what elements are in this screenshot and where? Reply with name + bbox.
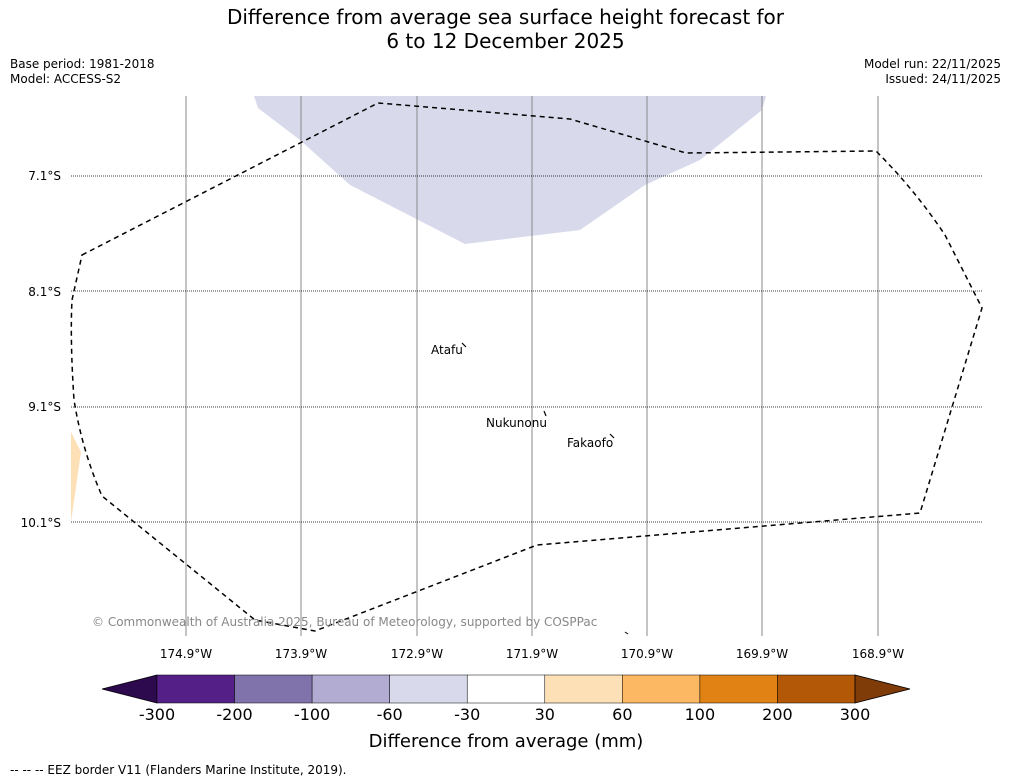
atoll-nukunonu [543,410,547,417]
lat-label: 8.1°S [28,285,61,299]
colorbar-extend-high [854,674,911,704]
colorbar-segment [234,674,313,704]
footnote-eez: -- -- -- EEZ border V11 (Flanders Marine… [10,763,347,777]
chart-title-line1: Difference from average sea surface heig… [226,5,785,29]
colorbar-label: Difference from average (mm) [369,731,644,752]
lon-gridlines [185,96,879,636]
colorbar-extend-low [101,674,158,704]
colorbar-segment [389,674,468,704]
colorbar-segment [699,674,778,704]
atoll-atafu [461,342,467,348]
colorbar-segment [466,674,546,704]
lon-label: 171.9°W [506,647,558,661]
place-label-nukunonu: Nukunonu [486,416,547,430]
chart-title-line2: 6 to 12 December 2025 [386,29,625,53]
eez-border [70,102,983,632]
lat-label: 9.1°S [28,400,61,414]
meta-left: Base period: 1981-2018 Model: ACCESS-S2 [10,57,155,87]
island-speck [624,631,629,635]
colorbar-segment [311,674,390,704]
lon-label: 174.9°W [160,647,212,661]
colorbar-tick-label: 300 [840,705,871,724]
lon-label: 173.9°W [275,647,327,661]
lon-label: 169.9°W [736,647,788,661]
colorbar-tick-label: -300 [139,705,175,724]
lon-label: 170.9°W [621,647,673,661]
colorbar-tick-label: 200 [762,705,793,724]
colorbar-segment [622,674,701,704]
colorbar-tick-label: 30 [535,705,555,724]
colorbar-tick-label: -100 [294,705,330,724]
base-period: Base period: 1981-2018 [10,57,155,71]
lon-label: 168.9°W [852,647,904,661]
colorbar-tick-label: 100 [685,705,716,724]
issued-date: Issued: 24/11/2025 [885,72,1001,86]
lat-label: 10.1°S [21,516,61,530]
colorbar-segment [777,674,856,704]
lat-label: 7.1°S [28,169,61,183]
model-name: Model: ACCESS-S2 [10,72,122,86]
colorbar-tick-label: -30 [454,705,480,724]
colorbar-tick-label: -60 [377,705,403,724]
anomaly-region-positive [71,432,81,522]
place-label-atafu: Atafu [431,343,463,357]
atoll-fakaofo [609,433,615,439]
place-label-fakaofo: Fakaofo [567,436,613,450]
colorbar-segment [156,674,235,704]
colorbar: -300 -200 -100 -60 -30 30 60 100 200 300 [101,674,911,724]
colorbar-tick-label: -200 [216,705,252,724]
copyright-notice: © Commonwealth of Australia 2025, Bureau… [92,615,597,629]
model-run: Model run: 22/11/2025 [863,57,1001,71]
anomaly-region-negative [254,96,766,244]
meta-right: Model run: 22/11/2025 Issued: 24/11/2025 [864,57,1001,87]
colorbar-tick-label: 60 [612,705,632,724]
lon-label: 172.9°W [391,647,443,661]
colorbar-segment [544,674,623,704]
